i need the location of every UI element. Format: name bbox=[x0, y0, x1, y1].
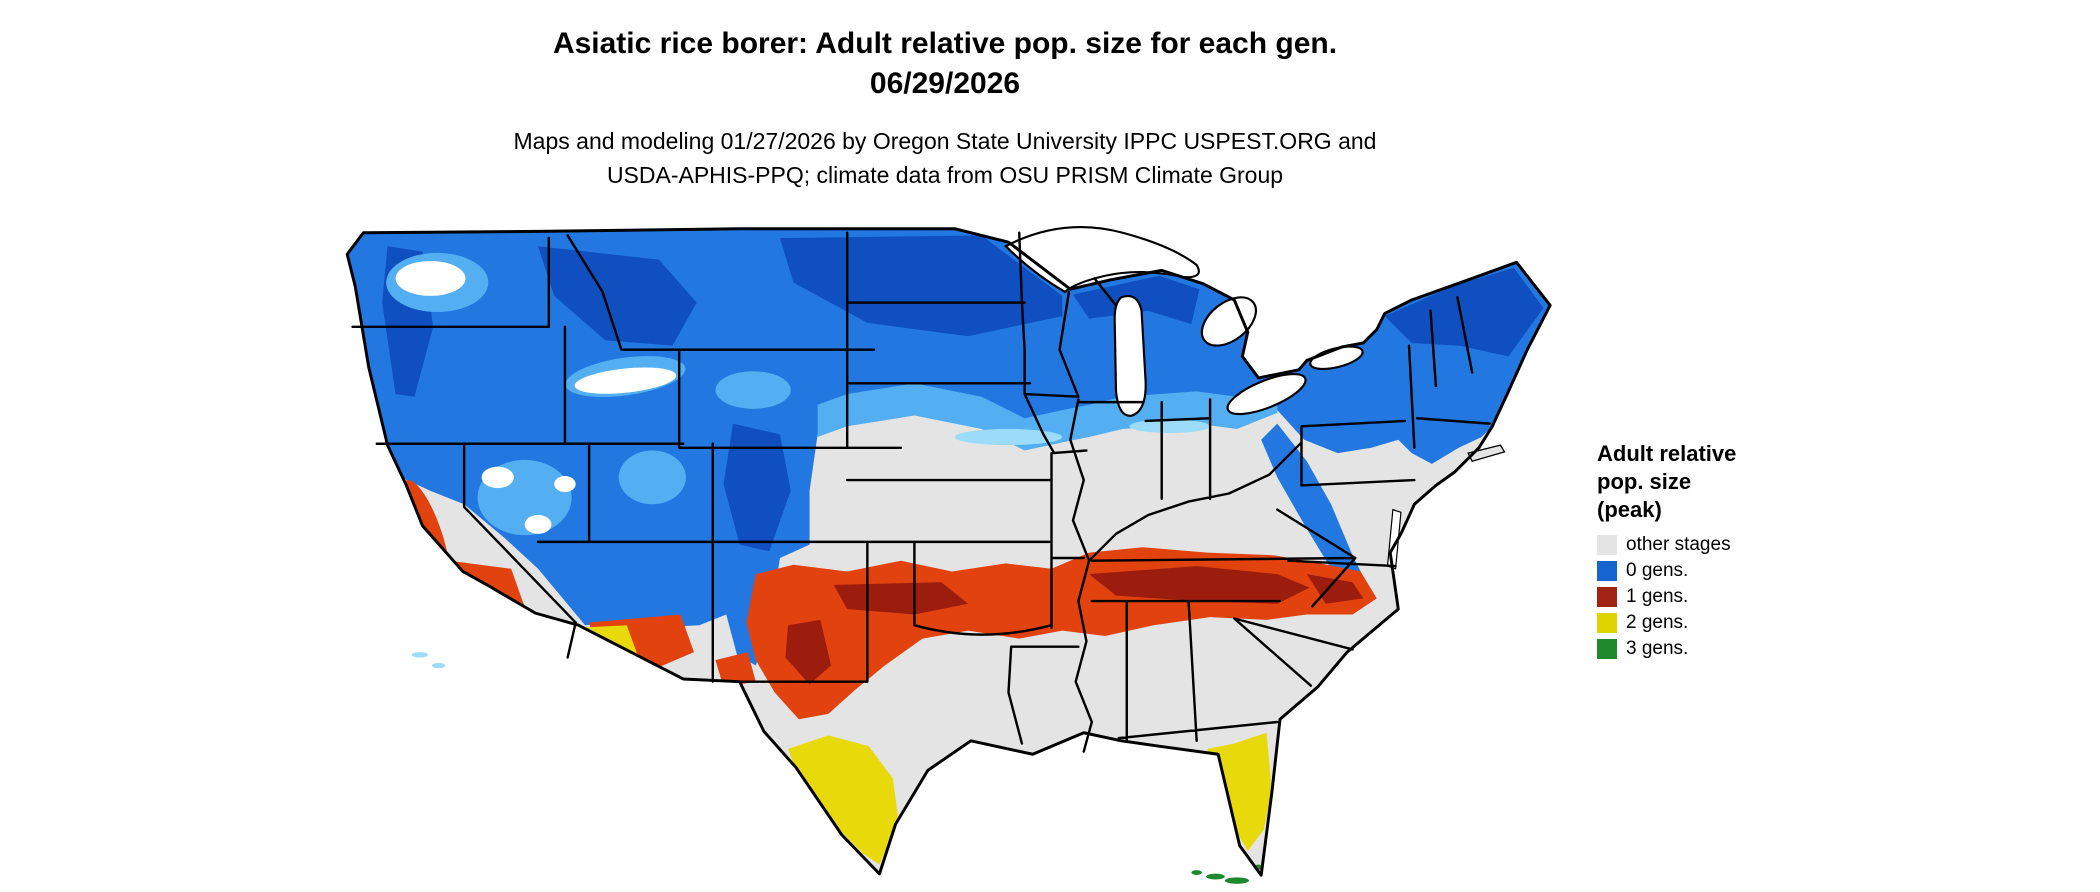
us-map-container bbox=[336, 222, 1560, 890]
lake-michigan bbox=[1113, 295, 1147, 417]
map-legend: Adult relative pop. size (peak) other st… bbox=[1597, 440, 1736, 662]
legend-label: 0 gens. bbox=[1626, 560, 1689, 581]
legend-item-3-gens: 3 gens. bbox=[1597, 636, 1736, 662]
legend-item-other-stages: other stages bbox=[1597, 532, 1736, 558]
legend-title-line: (peak) bbox=[1597, 497, 1662, 522]
zone-3-gens-layer bbox=[1191, 864, 1263, 884]
lake-huron bbox=[1200, 296, 1257, 347]
legend-swatch-0-gens bbox=[1597, 561, 1617, 581]
legend-item-1-gens: 1 gens. bbox=[1597, 584, 1736, 610]
us-outline bbox=[345, 227, 1552, 877]
map-title: Asiatic rice borer: Adult relative pop. … bbox=[552, 27, 1338, 60]
credits-line-2: USDA-APHIS-PPQ; climate data from OSU PR… bbox=[606, 162, 1284, 188]
legend-label: 2 gens. bbox=[1626, 612, 1689, 633]
legend-label: other stages bbox=[1626, 534, 1731, 555]
legend-swatch-1-gens bbox=[1597, 587, 1617, 607]
legend-swatch-2-gens bbox=[1597, 613, 1617, 633]
legend-item-0-gens: 0 gens. bbox=[1597, 558, 1736, 584]
legend-label: 3 gens. bbox=[1626, 638, 1689, 659]
map-credits: Maps and modeling 01/27/2026 by Oregon S… bbox=[0, 124, 1890, 192]
long-island bbox=[1467, 444, 1506, 463]
legend-title: Adult relative pop. size (peak) bbox=[1597, 440, 1736, 524]
legend-item-2-gens: 2 gens. bbox=[1597, 610, 1736, 636]
legend-title-line: pop. size bbox=[1597, 469, 1692, 494]
map-header: Asiatic rice borer: Adult relative pop. … bbox=[0, 24, 1890, 192]
legend-title-line: Adult relative bbox=[1597, 441, 1737, 466]
channel-islands bbox=[411, 652, 446, 669]
lake-erie bbox=[1226, 372, 1307, 416]
map-date: 06/29/2026 bbox=[869, 67, 1021, 100]
legend-label: 1 gens. bbox=[1626, 586, 1689, 607]
legend-swatch-other-stages bbox=[1597, 535, 1617, 555]
us-map bbox=[345, 226, 1552, 884]
no-data-patches bbox=[395, 260, 677, 534]
credits-line-1: Maps and modeling 01/27/2026 by Oregon S… bbox=[513, 128, 1377, 154]
state-borders bbox=[351, 231, 1491, 753]
zone-0-gens-layer bbox=[347, 228, 1551, 666]
legend-swatch-3-gens bbox=[1597, 639, 1617, 659]
legend-items: other stages 0 gens. 1 gens. 2 gens. 3 g… bbox=[1597, 532, 1736, 662]
